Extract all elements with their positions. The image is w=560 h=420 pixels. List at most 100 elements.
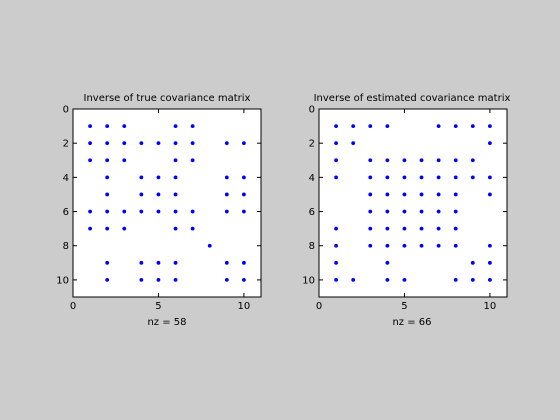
data-point bbox=[436, 175, 441, 180]
data-points bbox=[88, 124, 246, 282]
y-tick-label: 10 bbox=[56, 275, 69, 286]
data-point bbox=[190, 141, 195, 146]
data-point bbox=[470, 260, 475, 265]
data-point bbox=[488, 192, 492, 197]
data-point bbox=[173, 209, 178, 214]
data-point bbox=[488, 243, 492, 248]
y-tick-label: 0 bbox=[63, 105, 69, 116]
data-point bbox=[156, 278, 161, 282]
data-point bbox=[351, 278, 356, 282]
data-point bbox=[173, 226, 178, 231]
data-point bbox=[173, 260, 178, 265]
data-points bbox=[334, 124, 492, 282]
data-point bbox=[368, 124, 373, 128]
x-tick-label: 5 bbox=[155, 301, 161, 312]
data-point bbox=[334, 278, 338, 282]
data-point bbox=[368, 243, 373, 248]
data-point bbox=[224, 175, 229, 180]
data-point bbox=[105, 192, 110, 197]
data-point bbox=[173, 141, 178, 146]
axes-frame bbox=[318, 108, 508, 298]
data-point bbox=[419, 158, 424, 163]
data-point bbox=[190, 226, 195, 231]
data-point bbox=[402, 192, 407, 197]
data-point bbox=[488, 260, 492, 265]
y-tick-label: 2 bbox=[63, 139, 69, 150]
data-point bbox=[368, 158, 373, 163]
data-point bbox=[156, 209, 161, 214]
data-point bbox=[173, 158, 178, 163]
chart-title: Inverse of true covariance matrix bbox=[84, 93, 251, 104]
data-point bbox=[88, 124, 92, 128]
data-point bbox=[368, 209, 373, 214]
y-tick-label: 4 bbox=[309, 173, 315, 184]
subplot-estimated-covariance: Inverse of estimated covariance matrix 0… bbox=[302, 93, 510, 328]
data-point bbox=[436, 209, 441, 214]
data-point bbox=[105, 209, 110, 214]
data-point bbox=[351, 141, 356, 146]
data-point bbox=[105, 260, 110, 265]
x-tick-label: 5 bbox=[401, 301, 407, 312]
data-point bbox=[105, 124, 110, 128]
data-point bbox=[419, 243, 424, 248]
data-point bbox=[488, 124, 492, 128]
data-point bbox=[139, 209, 144, 214]
data-point bbox=[105, 278, 110, 282]
data-point bbox=[224, 209, 229, 214]
data-point bbox=[334, 226, 338, 231]
data-point bbox=[139, 141, 144, 146]
data-point bbox=[190, 158, 195, 163]
data-point bbox=[156, 175, 161, 180]
y-tick-label: 0 bbox=[309, 105, 315, 116]
data-point bbox=[385, 260, 390, 265]
data-point bbox=[156, 141, 161, 146]
data-point bbox=[436, 243, 441, 248]
data-point bbox=[436, 158, 441, 163]
data-point bbox=[453, 278, 458, 282]
data-point bbox=[402, 175, 407, 180]
data-point bbox=[224, 141, 229, 146]
data-point bbox=[88, 158, 92, 163]
data-point bbox=[139, 192, 144, 197]
data-point bbox=[156, 260, 161, 265]
data-point bbox=[385, 209, 390, 214]
data-point bbox=[402, 209, 407, 214]
data-point bbox=[88, 141, 92, 146]
data-point bbox=[402, 158, 407, 163]
data-point bbox=[436, 192, 441, 197]
data-point bbox=[139, 175, 144, 180]
x-tick-label: 0 bbox=[70, 301, 76, 312]
data-point bbox=[436, 124, 441, 128]
data-point bbox=[402, 278, 407, 282]
data-point bbox=[368, 226, 373, 231]
y-tick-label: 6 bbox=[309, 207, 315, 218]
data-point bbox=[368, 192, 373, 197]
y-tick-label: 8 bbox=[309, 241, 315, 252]
data-point bbox=[190, 209, 195, 214]
data-point bbox=[470, 158, 475, 163]
x-axis-label: nz = 58 bbox=[147, 317, 186, 328]
data-point bbox=[334, 124, 338, 128]
data-point bbox=[122, 158, 127, 163]
data-point bbox=[385, 175, 390, 180]
data-point bbox=[419, 192, 424, 197]
data-point bbox=[453, 243, 458, 248]
data-point bbox=[173, 278, 178, 282]
chart-title: Inverse of estimated covariance matrix bbox=[314, 93, 511, 104]
data-point bbox=[139, 278, 144, 282]
data-point bbox=[224, 260, 229, 265]
y-tick-label: 8 bbox=[63, 241, 69, 252]
data-point bbox=[385, 192, 390, 197]
data-point bbox=[242, 192, 246, 197]
data-point bbox=[242, 141, 246, 146]
data-point bbox=[156, 192, 161, 197]
data-point bbox=[453, 158, 458, 163]
data-point bbox=[385, 278, 390, 282]
data-point bbox=[334, 260, 338, 265]
data-point bbox=[334, 175, 338, 180]
data-point bbox=[190, 124, 195, 128]
data-point bbox=[334, 158, 338, 163]
x-tick-label: 10 bbox=[238, 301, 251, 312]
subplot-true-covariance: Inverse of true covariance matrix 0 5 10 0 2… bbox=[56, 93, 262, 328]
axes-ticks: 0 5 10 0 2 4 6 8 10 bbox=[302, 105, 507, 312]
